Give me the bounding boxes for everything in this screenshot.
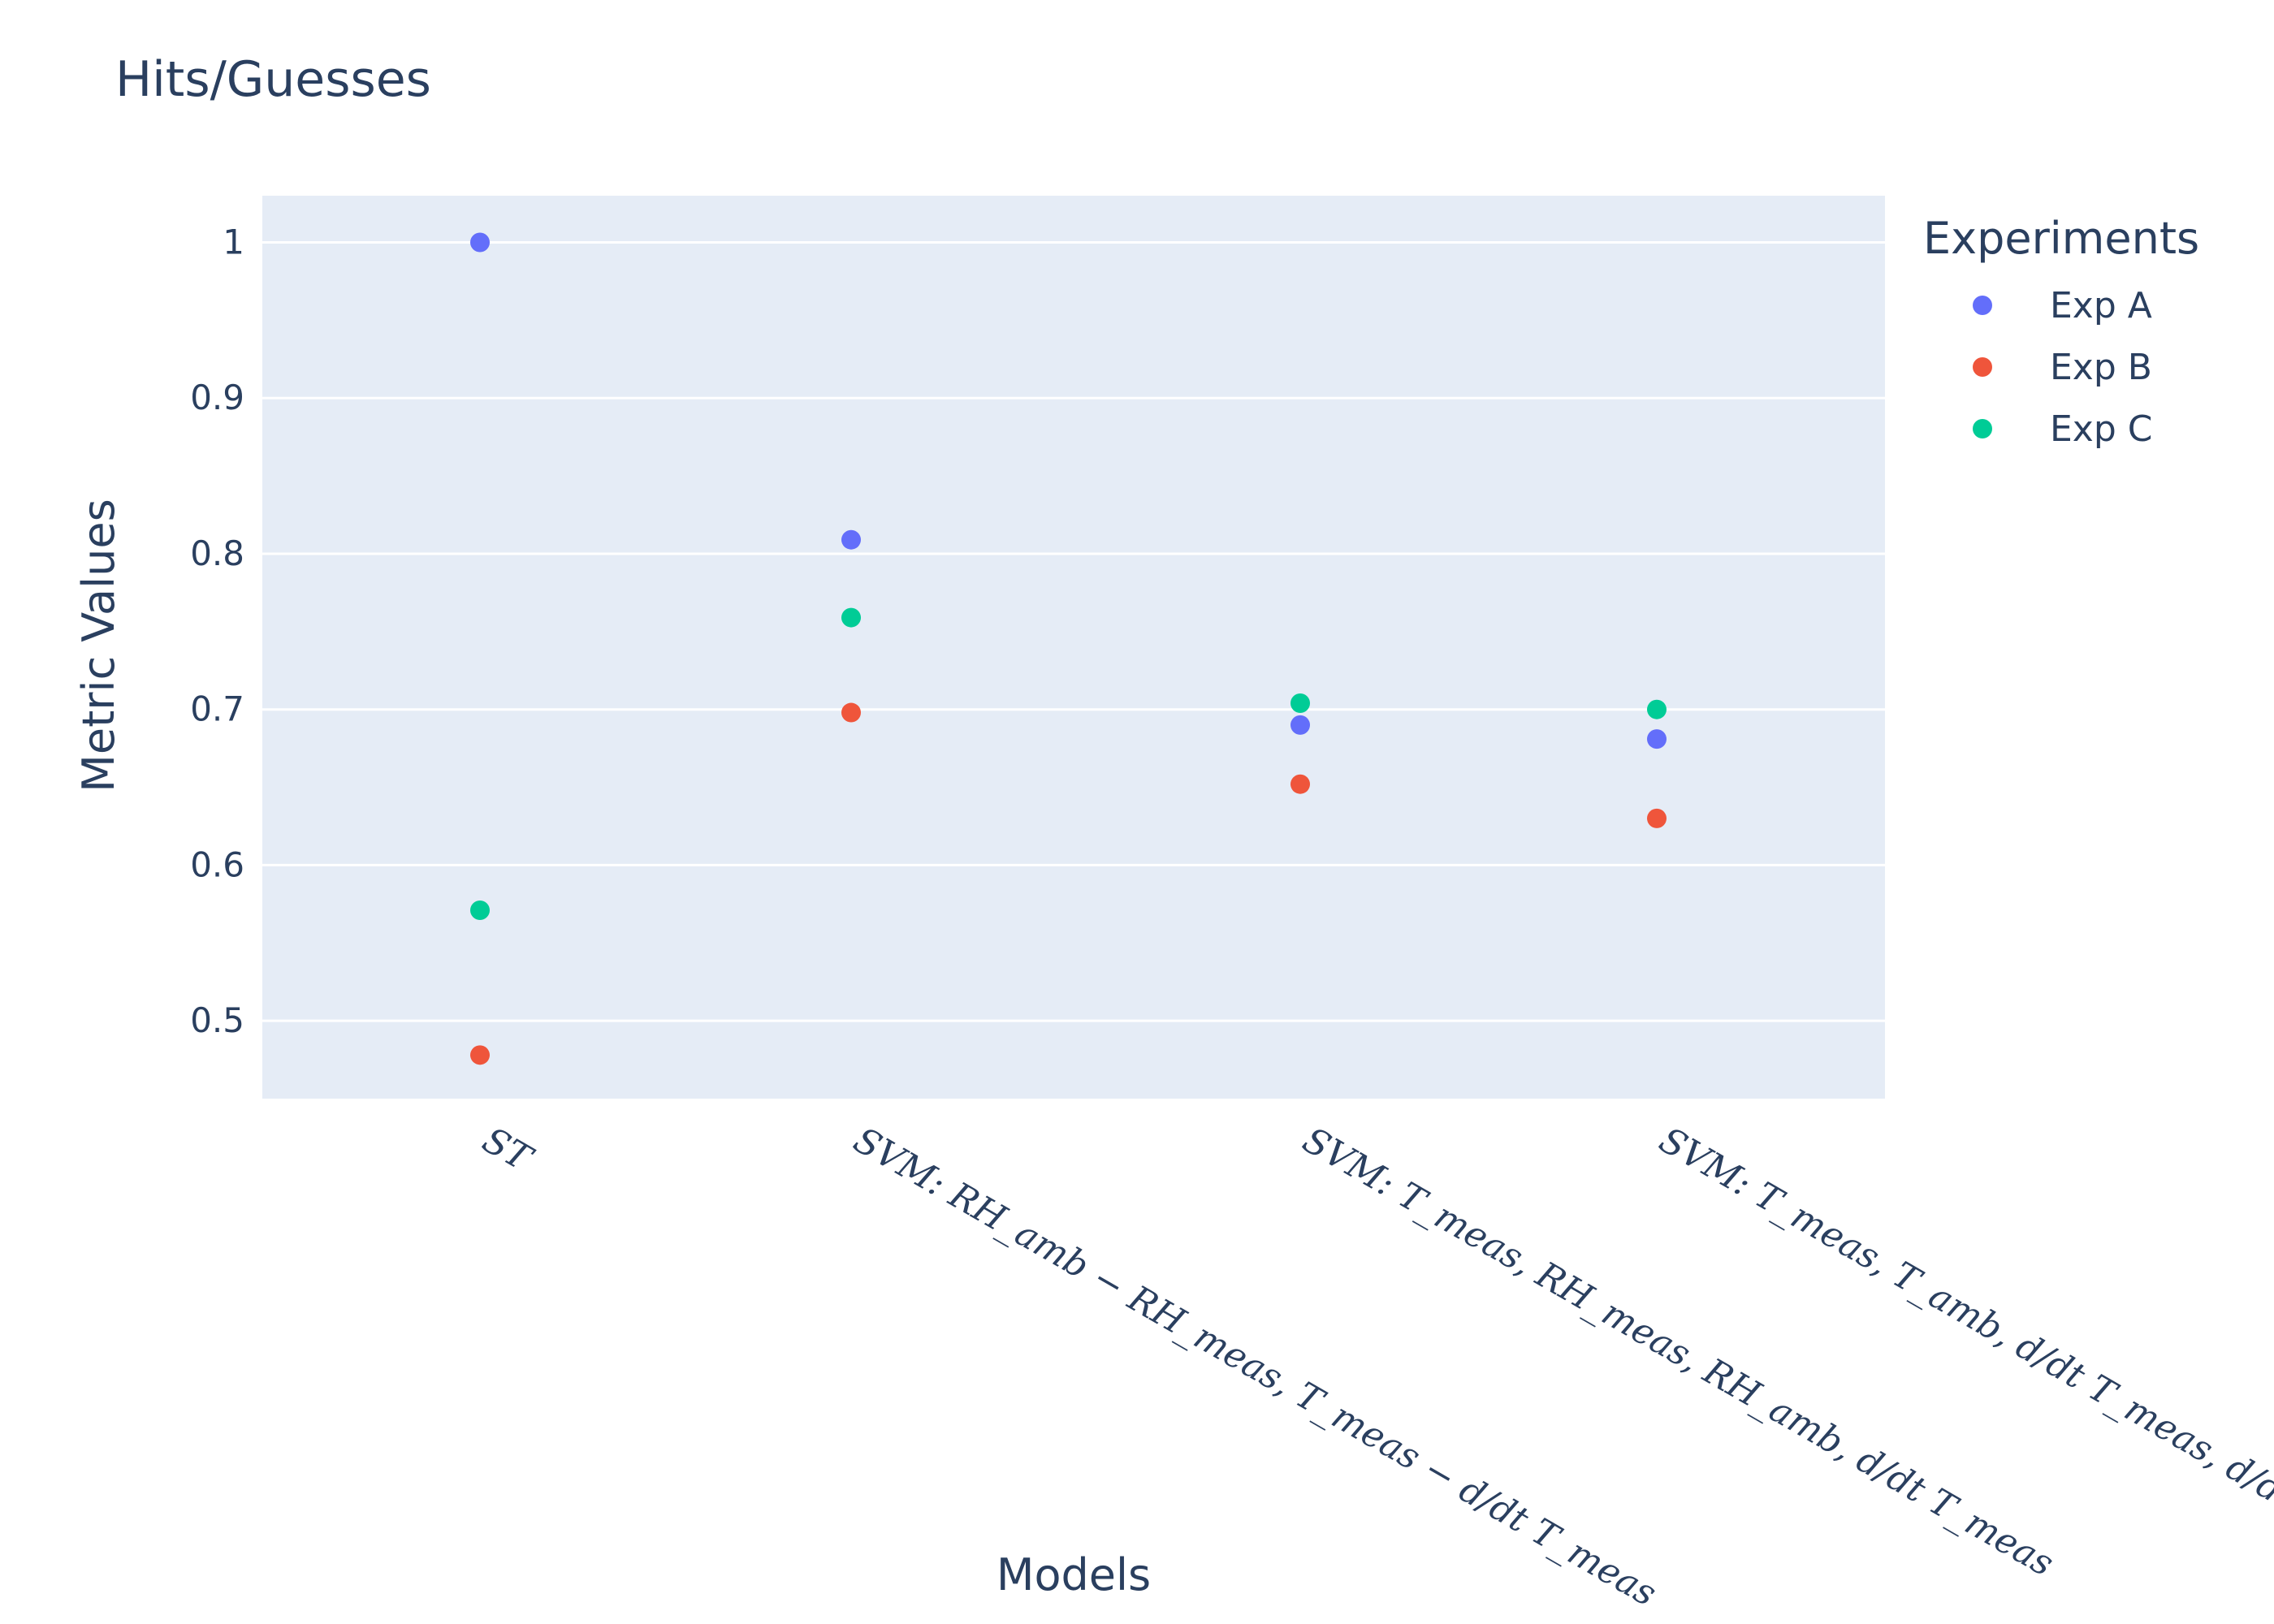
y-tick-label: 0.5 (190, 1000, 244, 1040)
data-points (470, 232, 1667, 1065)
chart-title: Hits/Guesses (115, 51, 431, 108)
data-point-exp-b[interactable] (1647, 808, 1667, 828)
y-tick-label: 0.7 (190, 689, 244, 729)
legend-label[interactable]: Exp C (2050, 408, 2152, 450)
x-axis-title: Models (996, 1549, 1151, 1600)
x-axis-ticks: ST SVM: RH_amb − RH_meas, T_meas − d/dt T… (476, 1119, 2274, 1614)
y-tick-label: 0.8 (190, 533, 244, 573)
legend-title: Experiments (1923, 213, 2199, 264)
data-point-exp-c[interactable] (841, 607, 861, 628)
data-point-exp-a[interactable] (1647, 729, 1667, 749)
legend-marker[interactable] (1973, 419, 1992, 438)
data-point-exp-b[interactable] (1290, 774, 1310, 794)
data-point-exp-a[interactable] (1290, 715, 1310, 735)
data-point-exp-a[interactable] (841, 529, 861, 550)
y-axis-ticks: 0.5 0.6 0.7 0.8 0.9 1 (190, 222, 244, 1041)
y-tick-label: 1 (223, 222, 244, 262)
data-point-exp-b[interactable] (470, 1045, 490, 1065)
data-point-exp-a[interactable] (470, 232, 490, 253)
legend-label[interactable]: Exp B (2050, 347, 2152, 388)
y-tick-label: 0.6 (190, 844, 244, 884)
data-point-exp-b[interactable] (841, 702, 861, 723)
data-point-exp-c[interactable] (470, 901, 490, 921)
y-axis-title: Metric Values (73, 499, 124, 792)
plot-area (262, 196, 1885, 1099)
data-point-exp-c[interactable] (1647, 699, 1667, 719)
gridlines (262, 241, 1885, 1022)
y-tick-label: 0.9 (190, 378, 244, 417)
x-tick-label: ST (476, 1119, 541, 1181)
legend[interactable]: Experiments Exp A Exp B Exp C (1923, 213, 2199, 450)
legend-items: Exp A Exp B Exp C (1973, 285, 2152, 450)
x-tick-label: SVM: RH_amb − RH_meas, T_meas − d/dt T_m… (847, 1119, 1664, 1614)
legend-label[interactable]: Exp A (2050, 285, 2152, 326)
legend-marker[interactable] (1973, 357, 1992, 377)
data-point-exp-c[interactable] (1290, 693, 1310, 714)
legend-marker[interactable] (1973, 296, 1992, 315)
x-tick-label: SVM: T_meas, RH_meas, RH_amb, d/dt T_mea… (1296, 1119, 2061, 1584)
